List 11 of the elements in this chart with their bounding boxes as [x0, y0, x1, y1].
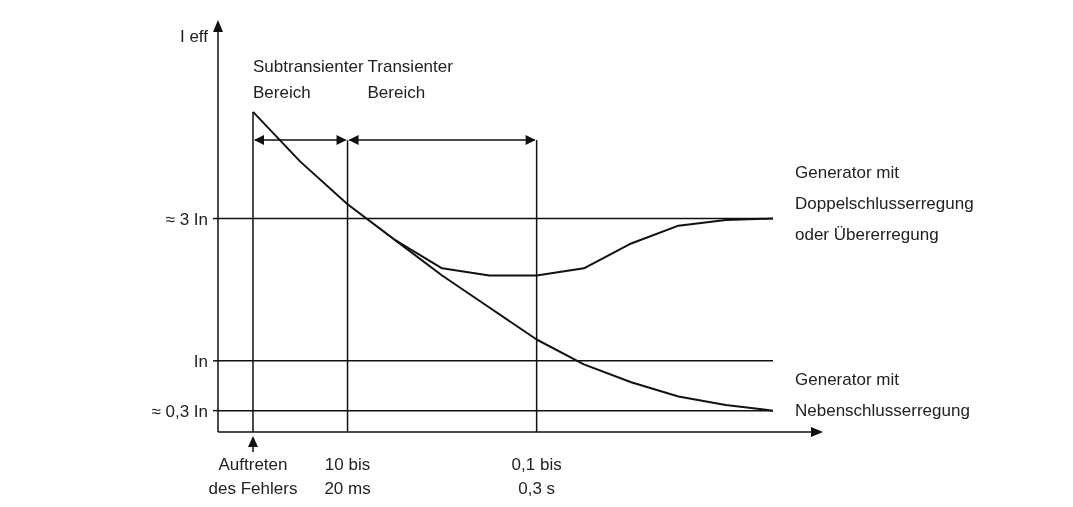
y-tick-label: ≈ 0,3 In: [151, 401, 208, 421]
y-tick-label: In: [193, 351, 208, 371]
x-tick-label: Auftreten des Fehlers: [208, 455, 298, 498]
x-tick-label: 10 bis 20 ms: [324, 455, 371, 498]
annotation: Subtransienter Bereich: [253, 57, 364, 102]
x-tick-label: 0,1 bis 0,3 s: [511, 455, 562, 498]
series-label: Generator mit Doppelschlusserregung oder Übererregung: [795, 162, 974, 244]
annotation: Transienter Bereich: [367, 57, 454, 102]
y-tick-label: ≈ 3 In: [165, 209, 208, 229]
y-axis-title: I eff: [179, 27, 209, 46]
series-label: Generator mit Nebenschlusserregung: [795, 370, 970, 421]
